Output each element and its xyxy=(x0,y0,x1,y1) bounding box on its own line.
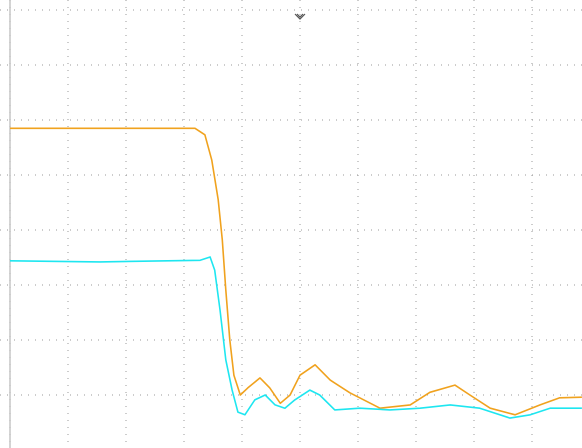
trigger-marker xyxy=(294,13,306,20)
trace xyxy=(10,127,582,416)
trace xyxy=(9,256,582,419)
